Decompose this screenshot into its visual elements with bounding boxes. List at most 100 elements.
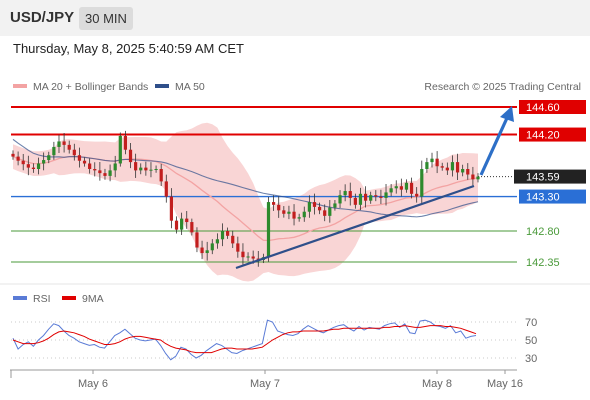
bollinger-legend-label: MA 20 + Bollinger Bands	[33, 81, 148, 93]
candle-body	[134, 162, 138, 171]
candle	[57, 134, 61, 154]
candle	[195, 227, 199, 253]
candle	[348, 182, 352, 206]
candle	[430, 152, 434, 168]
candle-body	[323, 210, 327, 216]
candle	[394, 180, 398, 194]
candle-body	[118, 135, 122, 164]
candle-body	[93, 169, 97, 171]
candle-body	[98, 170, 102, 174]
level-tag-144.20	[519, 127, 586, 142]
rsi-tick-50: 50	[525, 335, 537, 347]
candle-body	[425, 162, 429, 169]
candle	[98, 161, 102, 181]
candle-body	[108, 170, 112, 176]
candle	[450, 155, 455, 177]
candle	[399, 178, 403, 197]
candle-body	[128, 149, 133, 163]
candle-body	[31, 167, 36, 169]
candle-body	[139, 167, 143, 171]
candle-body	[445, 167, 449, 171]
candle-body	[317, 206, 322, 211]
ma20-legend-swatch	[13, 84, 27, 88]
ma50-legend-label: MA 50	[175, 81, 205, 93]
level-tag-143.30	[519, 189, 586, 204]
candle	[297, 213, 301, 222]
candle	[231, 230, 235, 248]
candle	[338, 190, 342, 209]
candle-body	[297, 217, 301, 219]
candle-body	[415, 193, 419, 197]
candle	[415, 187, 419, 203]
candle	[93, 162, 97, 177]
bollinger-bands	[13, 122, 478, 282]
candle-body	[164, 181, 168, 197]
candle-body	[440, 166, 444, 168]
candle	[358, 187, 363, 211]
candle-body	[369, 195, 373, 201]
candle	[445, 162, 449, 175]
candle	[31, 163, 36, 173]
candle-body	[205, 250, 209, 254]
candle-body	[195, 232, 199, 248]
candle	[287, 205, 291, 220]
candle-body	[302, 211, 306, 218]
candle-body	[333, 203, 337, 208]
candle-body	[190, 222, 194, 233]
timeframe-button[interactable]: 30 MIN	[79, 7, 133, 30]
level-label-143.59: 143.59	[526, 172, 560, 184]
level-label-144.20: 144.20	[526, 130, 560, 142]
candle-body	[52, 146, 56, 156]
candle	[302, 206, 306, 222]
candle-body	[450, 162, 455, 171]
candle-body	[404, 182, 409, 190]
candle-body	[26, 164, 30, 168]
x-tick-label-May-7: May 7	[250, 378, 280, 390]
candle	[425, 157, 429, 173]
candle	[409, 177, 414, 199]
candle-body	[272, 202, 276, 205]
candle	[200, 240, 204, 260]
candle	[113, 155, 117, 178]
rsi-tick-30: 30	[525, 353, 537, 365]
candle-body	[180, 218, 184, 230]
candle	[36, 157, 41, 175]
candle	[266, 196, 271, 262]
candle	[363, 186, 368, 208]
candle-body	[82, 160, 87, 164]
candle-body	[16, 156, 20, 161]
candle-body	[353, 197, 357, 205]
candle	[123, 130, 128, 155]
candle-body	[435, 158, 439, 167]
rsi-legend-label: RSI	[33, 293, 51, 305]
candle-body	[11, 153, 15, 157]
candle	[128, 142, 133, 169]
candle-body	[471, 174, 475, 180]
candle-body	[307, 202, 311, 212]
candle	[134, 153, 138, 178]
candle-body	[251, 256, 255, 259]
rsi-panel: 70 50 30	[11, 317, 537, 365]
x-tick-label-May-8: May 8	[422, 378, 452, 390]
instrument-title: USD/JPY	[10, 9, 75, 26]
candle	[88, 158, 92, 174]
candle-body	[103, 173, 107, 176]
candle-body	[374, 195, 378, 197]
candle-body	[241, 251, 245, 258]
candle	[369, 191, 373, 204]
candle	[62, 133, 66, 153]
candle-body	[200, 247, 204, 254]
candle-body	[88, 163, 92, 169]
candle	[103, 168, 107, 180]
candle	[307, 195, 311, 218]
ma50-legend-swatch	[155, 84, 169, 88]
candle	[67, 140, 71, 154]
candle	[42, 152, 46, 171]
candle	[328, 200, 332, 223]
candle	[149, 162, 153, 178]
candle	[72, 143, 76, 161]
candle-body	[389, 188, 393, 193]
candle	[226, 227, 230, 239]
candle	[118, 132, 122, 167]
